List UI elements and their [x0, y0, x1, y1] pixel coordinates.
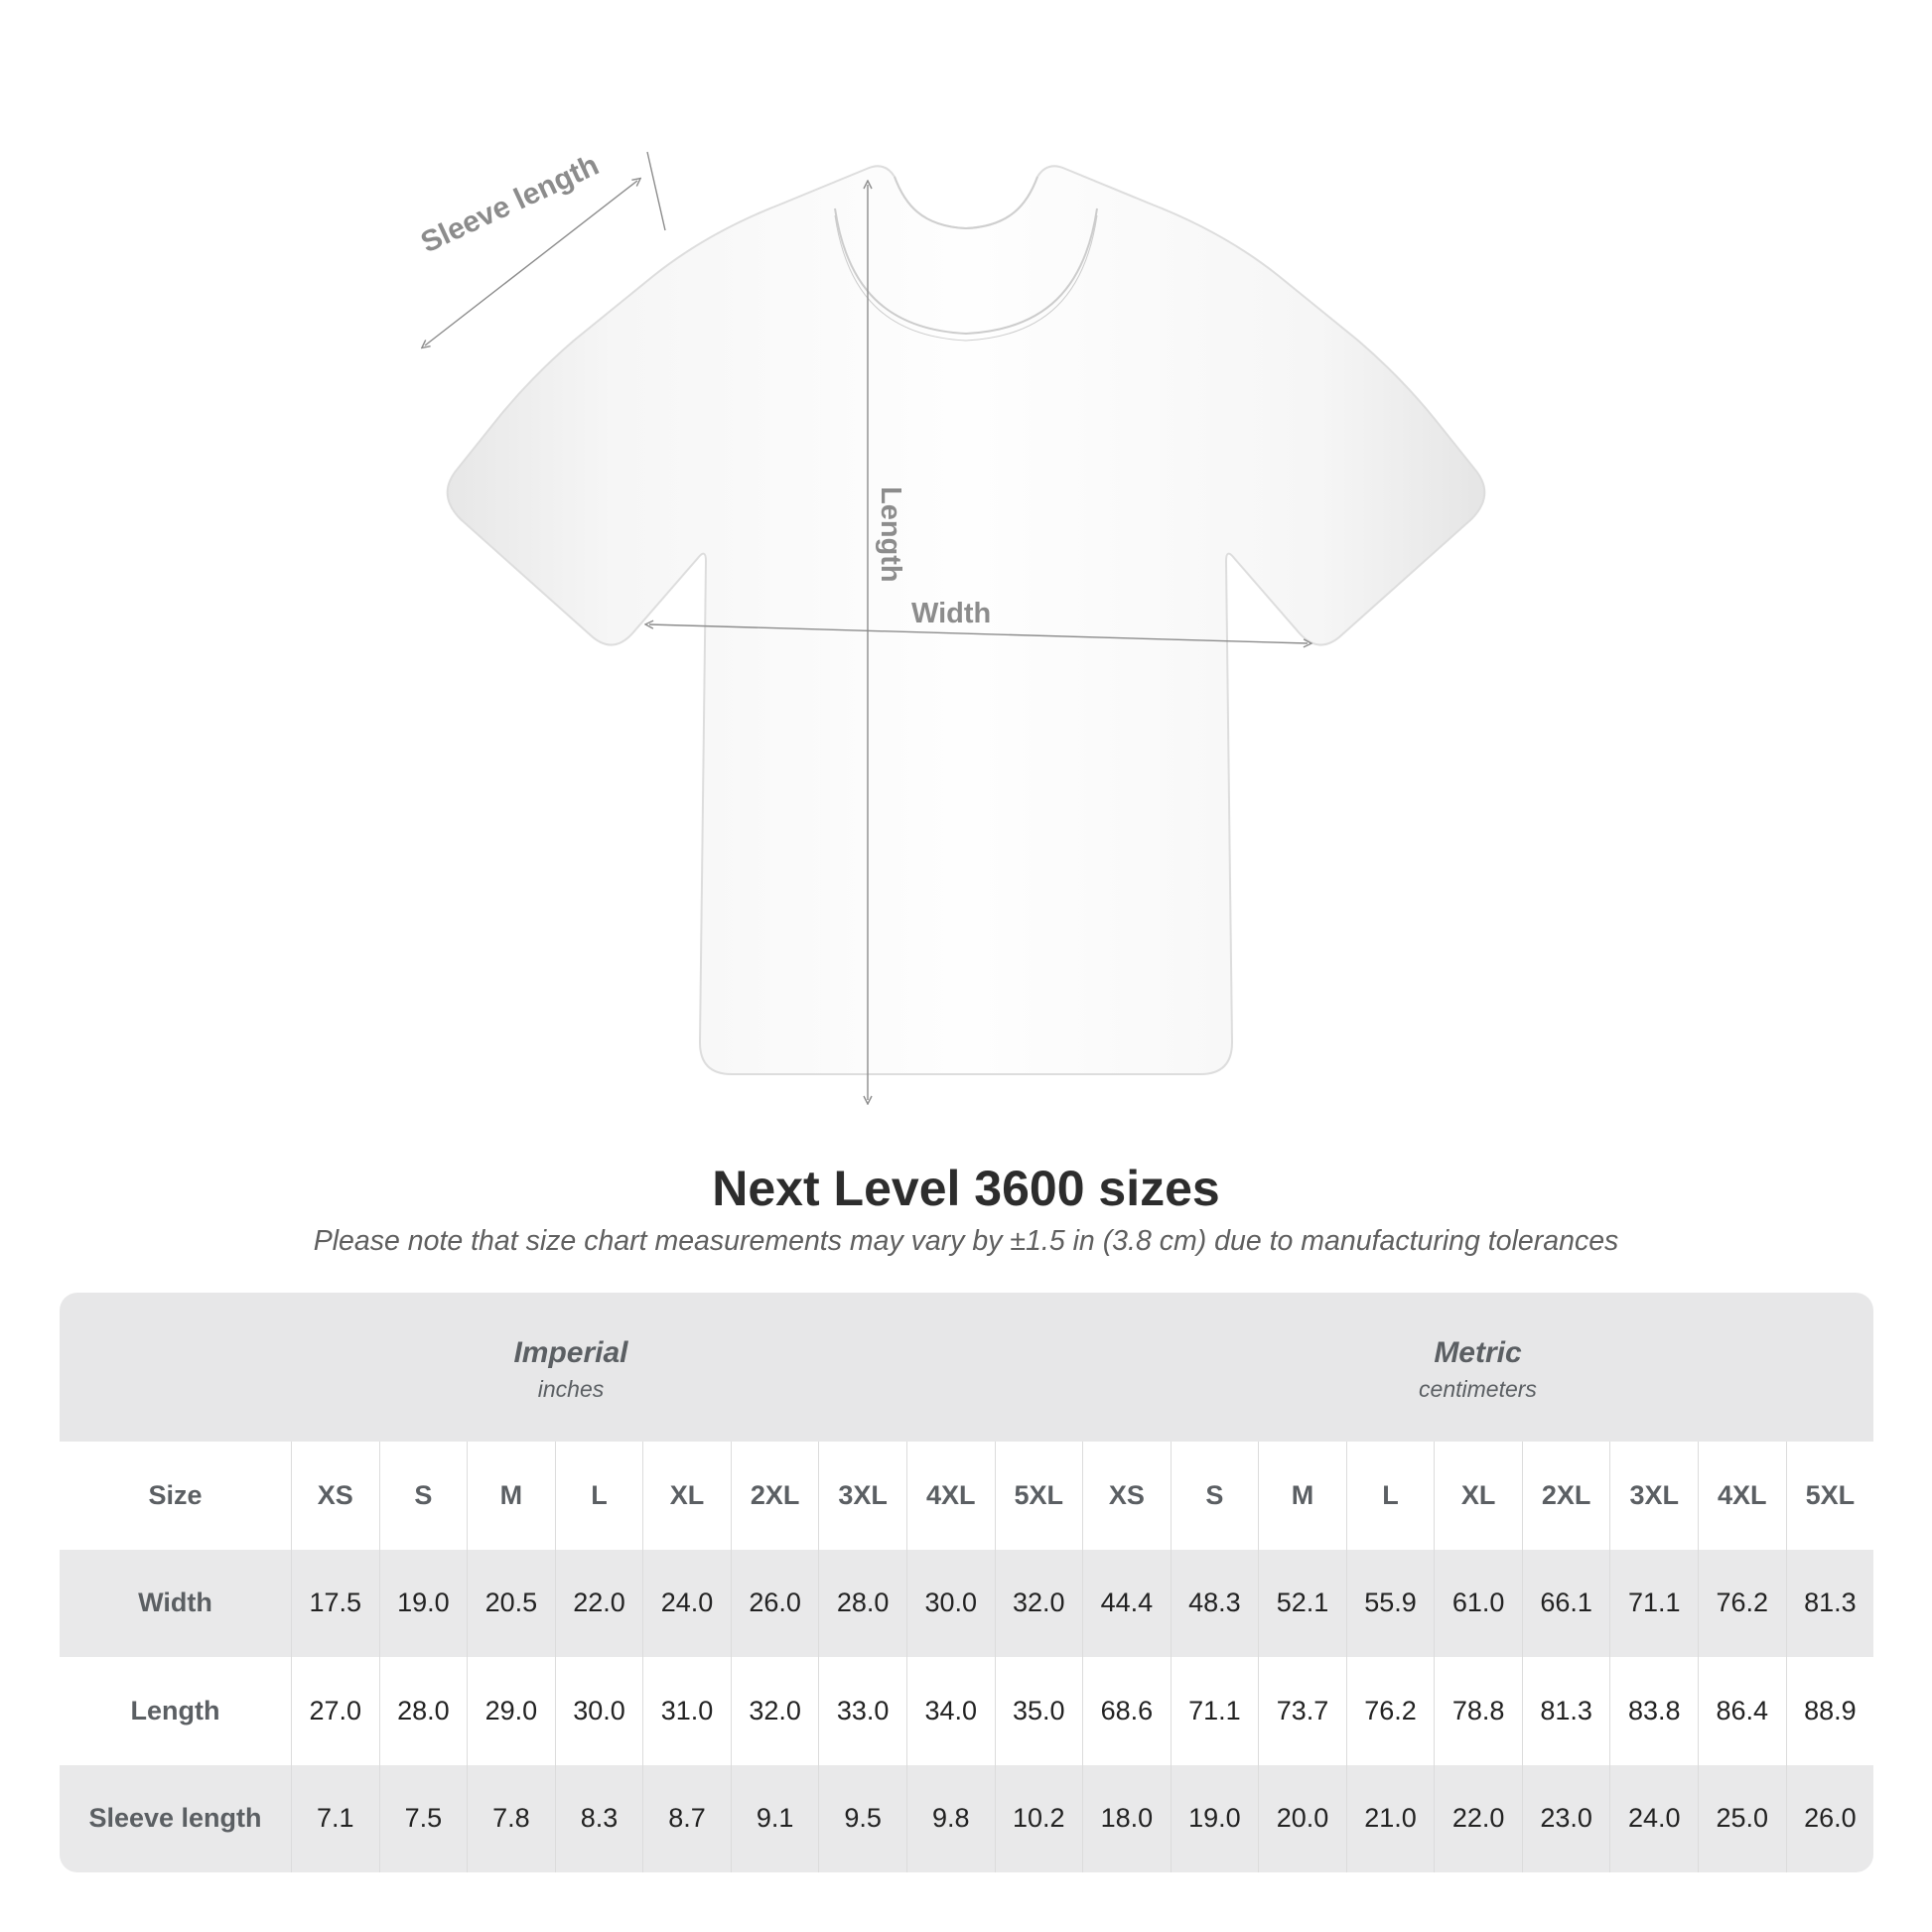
svg-text:Length: Length	[875, 486, 906, 583]
svg-text:Sleeve length: Sleeve length	[416, 149, 604, 260]
svg-text:Width: Width	[911, 598, 991, 629]
